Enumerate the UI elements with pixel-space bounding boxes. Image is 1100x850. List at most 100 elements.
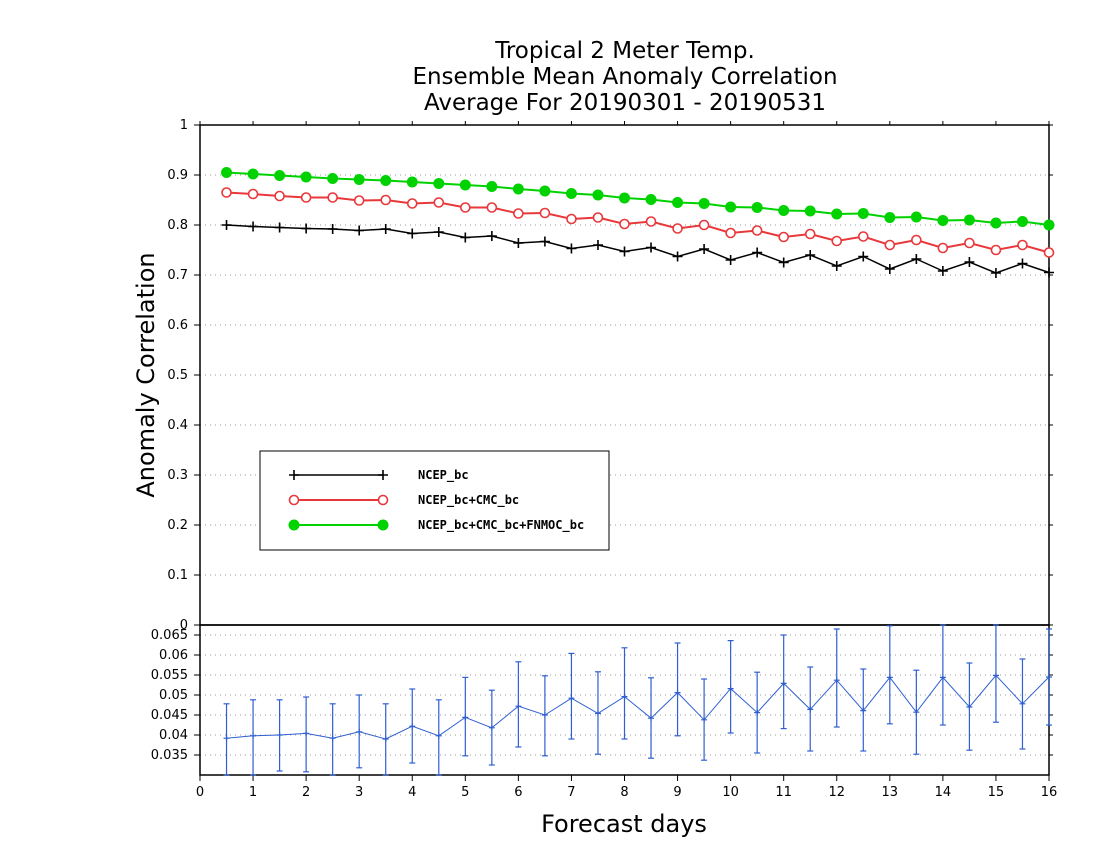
x-tick-label: 8: [620, 785, 628, 800]
series-point-open-circle: [247, 188, 259, 200]
series-point-open-circle: [433, 197, 445, 208]
bottom-y-tick-label: 0.065: [151, 628, 188, 643]
series-point-plus: [539, 236, 550, 247]
series-point-plus: [301, 223, 312, 234]
top-y-tick-label: 0.3: [167, 468, 188, 483]
legend-marker-plus: [378, 470, 388, 480]
bottom-y-tick-label: 0.04: [159, 728, 188, 743]
series-point-open-circle: [327, 192, 338, 203]
series-point-plus: [937, 266, 948, 276]
series-point-open-circle: [725, 227, 736, 239]
series-point-filled-circle: [857, 208, 869, 219]
series-point-filled-circle: [512, 183, 524, 195]
series-point-filled-circle: [831, 208, 843, 220]
series-point-plus: [990, 268, 1001, 278]
x-tick-label: 2: [302, 785, 310, 800]
series-point-filled-circle: [353, 174, 365, 185]
x-tick-label: 5: [461, 785, 469, 800]
series-point-filled-circle: [539, 185, 551, 197]
top-y-tick-label: 0: [180, 618, 188, 633]
series-point-open-circle: [406, 198, 418, 209]
x-axis-label: Forecast days: [541, 810, 707, 838]
series-point-plus: [964, 257, 975, 267]
series-point-filled-circle: [619, 192, 630, 204]
series-point-filled-circle: [990, 217, 1002, 229]
series-point-filled-circle: [433, 178, 445, 189]
series-point-open-circle: [353, 195, 365, 206]
series-point-plus: [354, 225, 365, 236]
series-point-open-circle: [566, 213, 577, 225]
series-point-plus: [433, 227, 444, 237]
series-point-plus: [566, 243, 577, 254]
series-point-open-circle: [964, 237, 975, 249]
series-point-open-circle: [300, 192, 312, 203]
series-point-plus: [248, 221, 259, 232]
series-point-filled-circle: [937, 215, 949, 226]
x-tick-label: 9: [673, 785, 681, 800]
series-point-open-circle: [751, 225, 763, 236]
legend-marker-open-circle: [377, 494, 389, 506]
series-point-open-circle: [1043, 247, 1055, 258]
legend-label-2: NCEP_bc+CMC_bc+FNMOC_bc: [418, 518, 584, 533]
series-point-plus: [778, 257, 789, 268]
series-point-filled-circle: [645, 194, 657, 205]
series-point-plus: [725, 255, 736, 265]
series-point-plus: [911, 254, 922, 264]
series-point-filled-circle: [751, 202, 763, 213]
series-point-filled-circle: [380, 175, 392, 186]
series-point-filled-circle: [963, 214, 975, 226]
series-point-plus: [221, 220, 232, 230]
series-point-open-circle: [619, 218, 630, 230]
series-point-open-circle: [804, 228, 816, 240]
series-point-filled-circle: [910, 211, 922, 223]
series-point-filled-circle: [698, 198, 710, 209]
series-point-filled-circle: [672, 197, 684, 208]
bottom-y-tick-label: 0.06: [159, 648, 188, 663]
series-point-plus: [858, 251, 869, 262]
top-y-tick-label: 0.2: [167, 518, 188, 533]
series-point-filled-circle: [486, 181, 498, 192]
legend-marker-filled-circle: [288, 519, 300, 531]
series-point-open-circle: [831, 235, 843, 247]
series-point-plus: [486, 231, 497, 241]
series-point-open-circle: [884, 239, 896, 251]
series-point-plus: [646, 242, 657, 253]
series-point-open-circle: [380, 194, 392, 206]
series-point-filled-circle: [804, 205, 816, 217]
series-point-plus: [805, 250, 816, 260]
x-tick-label: 0: [196, 785, 204, 800]
top-y-tick-label: 0.5: [167, 368, 188, 383]
series-point-open-circle: [698, 219, 710, 231]
legend-marker-filled-circle: [377, 519, 389, 531]
x-tick-label: 3: [355, 785, 363, 800]
x-tick-label: 16: [1041, 785, 1058, 800]
series-point-filled-circle: [406, 176, 418, 188]
top-y-tick-label: 1: [180, 118, 188, 133]
series-point-plus: [1044, 267, 1054, 278]
series-point-filled-circle: [725, 201, 737, 213]
legend-label-0: NCEP_bc: [418, 468, 469, 483]
series-point-plus: [327, 224, 338, 234]
series-point-filled-circle: [884, 212, 896, 223]
series-point-plus: [460, 232, 471, 243]
series-point-open-circle: [778, 231, 789, 243]
series-point-open-circle: [513, 208, 524, 219]
series-point-plus: [619, 246, 630, 257]
series-point-filled-circle: [1016, 216, 1028, 227]
top-y-tick-label: 0.9: [167, 168, 188, 183]
bottom-y-tick-label: 0.055: [151, 668, 188, 683]
x-tick-label: 12: [828, 785, 845, 800]
series-point-open-circle: [460, 202, 471, 213]
series-point-plus: [699, 244, 710, 254]
series-point-open-circle: [672, 223, 683, 234]
series-point-filled-circle: [221, 167, 233, 178]
series-point-filled-circle: [565, 188, 577, 199]
series-point-plus: [752, 247, 763, 258]
series-point-open-circle: [645, 216, 657, 227]
series-point-filled-circle: [778, 205, 790, 216]
series-point-plus: [592, 240, 603, 250]
x-tick-label: 13: [882, 785, 899, 800]
x-tick-label: 10: [722, 785, 739, 800]
x-tick-label: 7: [567, 785, 575, 800]
